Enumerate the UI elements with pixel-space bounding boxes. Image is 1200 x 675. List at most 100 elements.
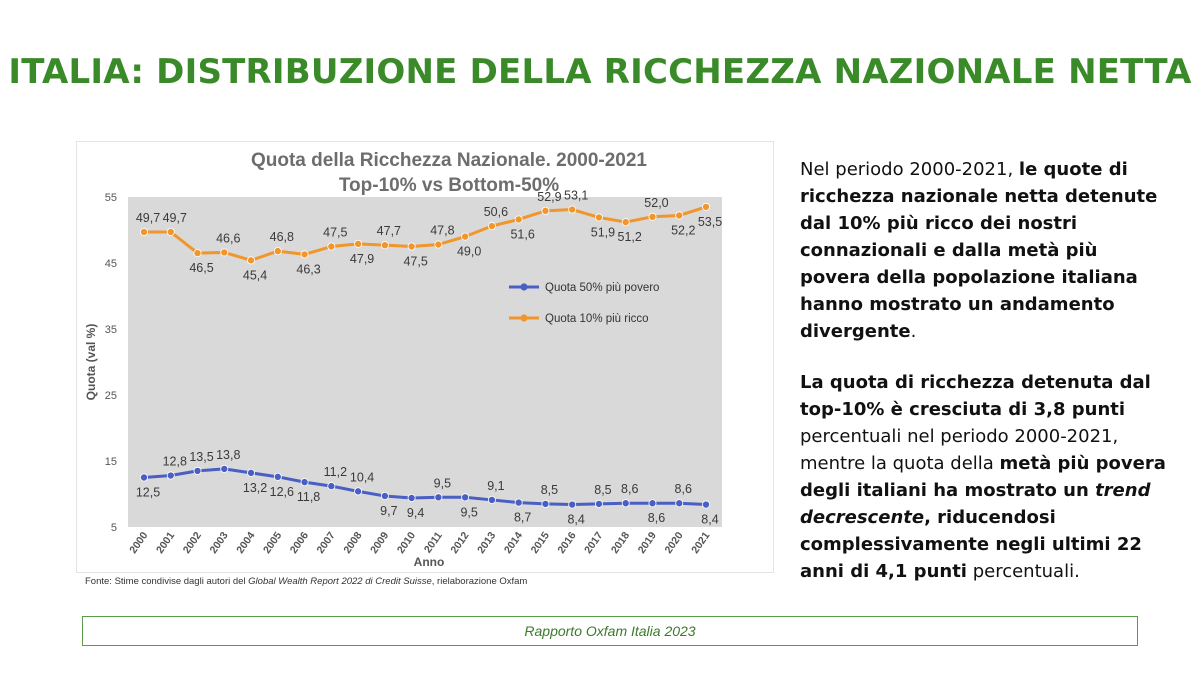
series-line-bottom-50 (143, 467, 707, 507)
data-label: 51,2 (618, 230, 642, 244)
commentary-paragraph-1: Nel periodo 2000-2021, le quote di ricch… (800, 156, 1170, 345)
data-point (247, 256, 256, 265)
x-tick-label: 2017 (582, 530, 605, 556)
data-label: 47,5 (323, 226, 347, 240)
legend-entry: Quota 10% più ricco (545, 313, 649, 325)
data-point (166, 471, 175, 480)
data-label: 8,6 (648, 511, 665, 525)
text-run-bold: le quote di ricchezza nazionale netta de… (800, 159, 1158, 342)
data-point (300, 250, 309, 259)
y-tick-label: 5 (111, 522, 117, 534)
data-label: 9,4 (407, 506, 424, 520)
y-axis-label: Quota (val %) (84, 324, 98, 401)
data-point (487, 222, 496, 231)
source-report: Global Wealth Report 2022 di Credit Suis… (248, 576, 432, 587)
x-tick-label: 2005 (261, 530, 284, 556)
series-line-top-10 (144, 205, 707, 262)
data-label: 9,1 (487, 479, 504, 493)
data-label: 47,8 (430, 224, 454, 238)
data-point (434, 493, 443, 502)
data-label: 50,6 (484, 205, 508, 219)
data-point (461, 493, 470, 502)
x-tick-label: 2011 (422, 530, 445, 556)
data-label: 9,7 (380, 504, 397, 518)
text-run: Nel periodo 2000-2021, (800, 159, 1019, 180)
chart-title: Quota della Ricchezza Nazionale. 2000-20… (251, 150, 647, 171)
data-label: 53,1 (564, 189, 588, 203)
text-run: percentuali nel periodo 2000-2021, mentr… (800, 426, 1119, 474)
data-point (380, 491, 389, 500)
data-point (327, 482, 336, 491)
x-tick-label: 2009 (368, 530, 391, 556)
data-point (514, 215, 523, 224)
data-label: 8,6 (675, 482, 692, 496)
data-label: 49,0 (457, 245, 481, 259)
x-tick-label: 2014 (502, 530, 525, 556)
data-label: 9,5 (460, 505, 477, 519)
x-tick-label: 2019 (636, 530, 659, 556)
y-tick-label: 35 (105, 324, 117, 336)
data-label: 46,6 (216, 231, 240, 245)
legend-swatch-marker (520, 314, 528, 322)
data-point (380, 241, 389, 250)
data-label: 8,6 (621, 482, 638, 496)
x-tick-label: 2018 (609, 530, 632, 556)
x-tick-label: 2002 (181, 530, 204, 556)
text-run-bold-italic: trend decrescente (800, 480, 1151, 528)
data-label: 12,6 (270, 485, 294, 499)
x-tick-label: 2010 (395, 530, 418, 556)
data-label: 11,8 (297, 490, 320, 504)
x-tick-label: 2008 (341, 530, 364, 556)
x-tick-label: 2015 (529, 530, 552, 556)
x-tick-label: 2016 (555, 530, 578, 556)
footer-text: Rapporto Oxfam Italia 2023 (524, 623, 696, 639)
x-tick-label: 2013 (475, 530, 498, 556)
data-label: 49,7 (136, 211, 160, 225)
data-label: 13,2 (243, 481, 267, 495)
data-point (621, 499, 630, 508)
data-point (193, 249, 202, 258)
x-tick-label: 2012 (448, 530, 471, 556)
data-point (568, 205, 577, 214)
data-point (354, 487, 363, 496)
data-label: 47,5 (403, 255, 427, 269)
data-label: 51,6 (510, 227, 534, 241)
source-note: Fonte: Stime condivise dagli autori del … (85, 576, 527, 587)
data-label: 52,2 (671, 223, 695, 237)
commentary-panel: Nel periodo 2000-2021, le quote di ricch… (800, 156, 1170, 609)
x-tick-label: 2003 (208, 530, 231, 556)
data-point (487, 495, 496, 504)
data-label: 8,7 (514, 511, 531, 525)
data-label: 8,5 (594, 483, 611, 497)
data-point (568, 500, 577, 509)
data-point (247, 468, 256, 477)
data-label: 8,4 (701, 513, 718, 527)
data-label: 13,5 (189, 450, 213, 464)
text-run-bold: La quota di ricchezza detenuta dal top-1… (800, 372, 1151, 420)
text-run-bold: , riducendosi complessivamente negli ult… (800, 507, 1142, 582)
chart-container: Quota della Ricchezza Nazionale. 2000-20… (77, 142, 773, 572)
data-label: 12,5 (136, 486, 160, 500)
data-point (675, 499, 684, 508)
x-tick-label: 2004 (234, 530, 257, 556)
data-point (327, 242, 336, 251)
y-tick-label: 25 (105, 390, 117, 402)
data-point (220, 248, 229, 257)
data-point (621, 218, 630, 227)
data-point (514, 498, 523, 507)
commentary-paragraph-2: La quota di ricchezza detenuta dal top-1… (800, 369, 1170, 585)
x-tick-label: 2021 (689, 530, 712, 556)
slide-title: ITALIA: DISTRIBUZIONE DELLA RICCHEZZA NA… (8, 52, 1192, 92)
data-label: 46,8 (270, 230, 294, 244)
source-suffix: , rielaborazione Oxfam (431, 576, 528, 587)
data-label: 47,7 (377, 224, 401, 238)
data-point (541, 206, 550, 215)
x-axis-label: Anno (414, 555, 445, 569)
data-point (220, 464, 229, 473)
data-point (407, 242, 416, 251)
data-label: 13,8 (216, 448, 240, 462)
data-point (300, 478, 309, 487)
data-label: 52,9 (537, 190, 561, 204)
data-point (273, 472, 282, 481)
y-tick-label: 45 (105, 258, 117, 270)
